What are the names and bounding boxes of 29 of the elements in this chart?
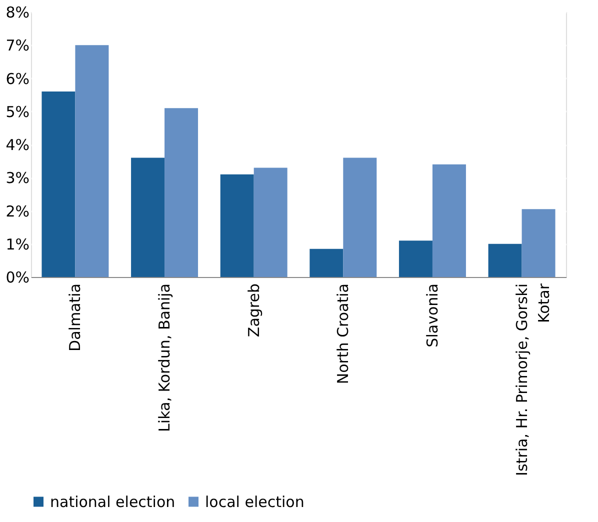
y-tick-label: 4% (6, 136, 30, 154)
bar (254, 168, 288, 277)
y-tick-label: 7% (6, 36, 30, 55)
y-tick-label: 2% (6, 202, 30, 220)
legend-label: national election (50, 492, 176, 511)
bar (75, 45, 109, 277)
bar (488, 244, 522, 277)
y-tick-label: 3% (6, 169, 30, 188)
x-tick-label: Slavonia (423, 284, 442, 348)
bar (343, 158, 377, 277)
x-tick-label: Lika, Kordun, Banija (156, 284, 174, 432)
y-tick-label: 0% (6, 268, 30, 286)
x-tick-label: Dalmatia (66, 284, 84, 352)
x-tick-label: Zagreb (244, 284, 263, 338)
y-tick-label: 5% (6, 102, 30, 121)
y-tick-label: 6% (6, 70, 30, 88)
y-tick-label: 1% (6, 235, 30, 254)
bar (220, 174, 254, 277)
y-tick-label: 8% (6, 4, 30, 22)
x-tick-label: Istria, Hr. Primorje, Gorski Kotar (512, 282, 553, 476)
bar (164, 108, 198, 277)
bar (398, 240, 432, 277)
bar (310, 248, 344, 277)
legend-label: local election (205, 492, 304, 511)
bar (42, 92, 76, 277)
bar (131, 158, 165, 277)
x-tick-label: North Croatia (334, 284, 352, 384)
bar (432, 164, 466, 277)
bar (522, 209, 556, 277)
